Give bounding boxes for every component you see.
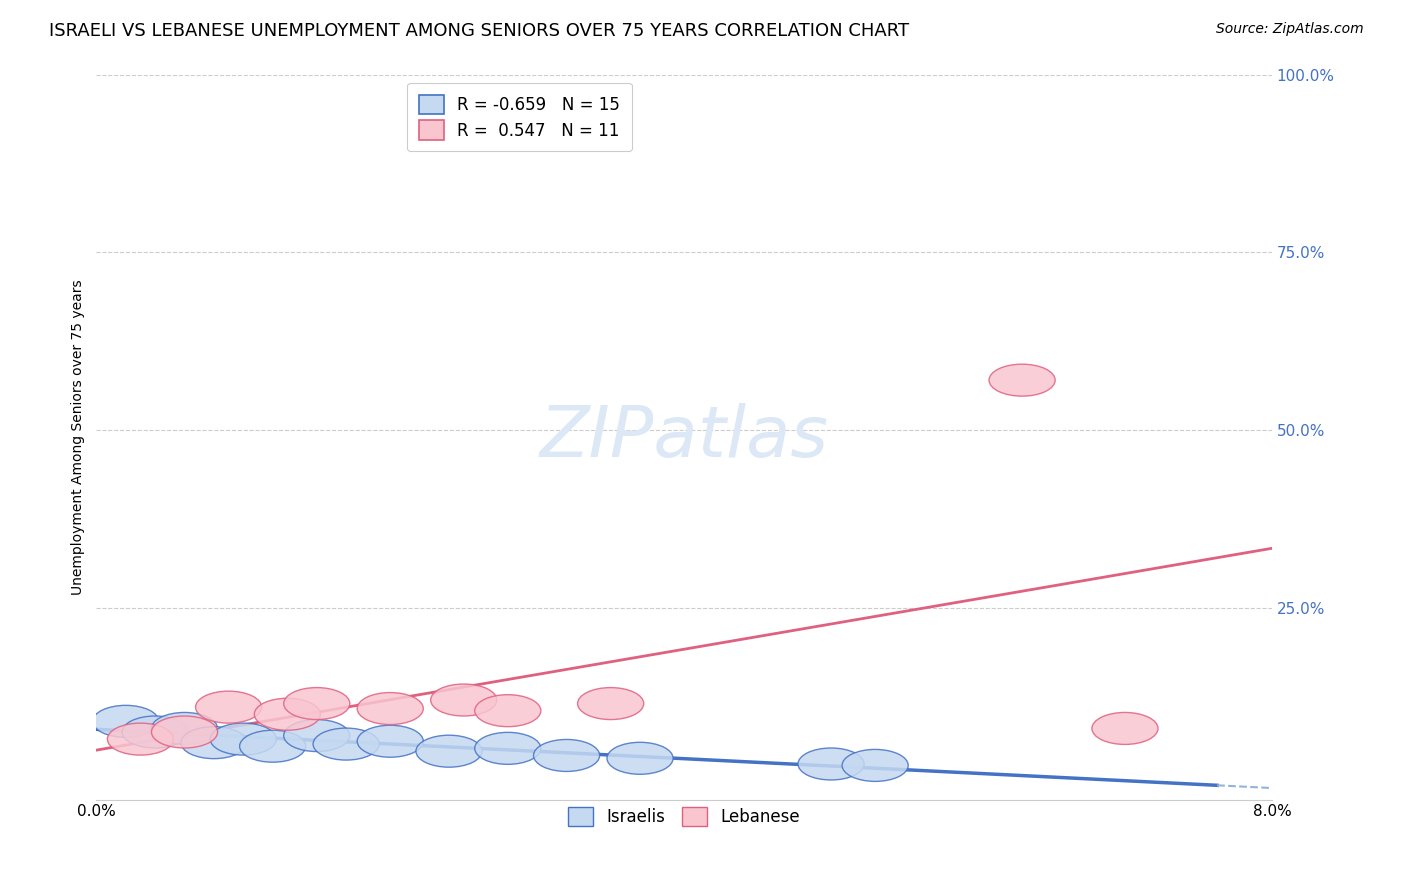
Text: ZIPatlas: ZIPatlas [540,402,828,472]
Ellipse shape [475,732,541,764]
Ellipse shape [578,688,644,720]
Ellipse shape [254,698,321,731]
Ellipse shape [607,742,673,774]
Ellipse shape [93,706,159,738]
Ellipse shape [284,720,350,752]
Ellipse shape [122,716,188,748]
Y-axis label: Unemployment Among Seniors over 75 years: Unemployment Among Seniors over 75 years [72,279,86,595]
Ellipse shape [107,723,173,756]
Text: ISRAELI VS LEBANESE UNEMPLOYMENT AMONG SENIORS OVER 75 YEARS CORRELATION CHART: ISRAELI VS LEBANESE UNEMPLOYMENT AMONG S… [49,22,910,40]
Ellipse shape [357,725,423,757]
Ellipse shape [284,688,350,720]
Ellipse shape [152,713,218,745]
Ellipse shape [799,748,865,780]
Ellipse shape [988,364,1054,396]
Ellipse shape [475,695,541,727]
Ellipse shape [842,749,908,781]
Ellipse shape [239,731,305,762]
Ellipse shape [533,739,599,772]
Ellipse shape [430,684,496,716]
Ellipse shape [357,692,423,724]
Ellipse shape [1092,713,1159,745]
Text: Source: ZipAtlas.com: Source: ZipAtlas.com [1216,22,1364,37]
Ellipse shape [314,728,380,760]
Ellipse shape [152,716,218,748]
Ellipse shape [181,727,247,759]
Ellipse shape [211,723,277,756]
Ellipse shape [416,735,482,767]
Ellipse shape [195,691,262,723]
Legend: Israelis, Lebanese: Israelis, Lebanese [560,798,808,835]
